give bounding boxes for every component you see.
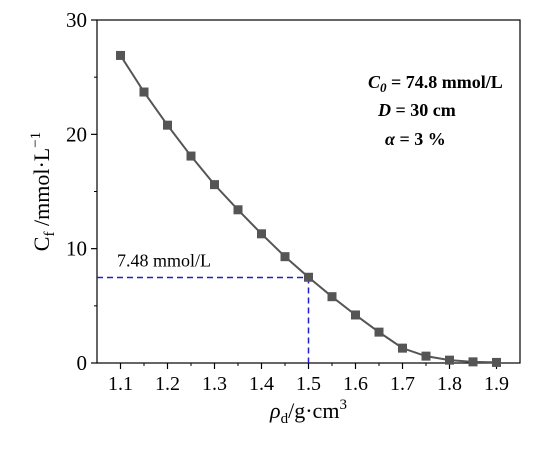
- y-axis-label: Cf /mmol·L−1: [28, 132, 58, 251]
- data-point: [327, 292, 337, 302]
- axis-labels: ρd/g·cm3 Cf /mmol·L−1: [28, 132, 347, 427]
- x-tick-label: 1.7: [390, 373, 415, 395]
- data-point: [374, 327, 384, 337]
- annotation-text: α = 3 %: [385, 129, 446, 149]
- y-tick-label: 0: [77, 351, 88, 375]
- data-point: [492, 357, 501, 367]
- annotations: C0 = 74.8 mmol/L D = 30 cm α = 3 %: [368, 72, 503, 149]
- x-tick-label: 1.4: [249, 373, 274, 395]
- data-point: [186, 151, 196, 161]
- axes: 1.1 1.2 1.3 1.4 1.5 1.6 1.7 1.8 1.9 0 10 20 30: [66, 8, 521, 395]
- data-point: [421, 351, 431, 361]
- x-tick-label: 1.6: [343, 373, 368, 395]
- data-point: [445, 355, 454, 365]
- data-point: [116, 50, 125, 60]
- data-point: [351, 310, 360, 320]
- data-point: [280, 252, 290, 262]
- data-point: [257, 229, 266, 239]
- reference-lines: 7.48 mmol/L: [97, 250, 310, 363]
- series-group: [116, 50, 501, 367]
- reference-label: 7.48 mmol/L: [117, 250, 211, 270]
- y-tick-label: 20: [66, 122, 87, 146]
- x-tick-label: 1.1: [108, 373, 133, 395]
- annotation-text: D = 30 cm: [377, 100, 456, 120]
- data-point: [398, 343, 407, 353]
- x-tick-label: 1.5: [296, 373, 321, 395]
- data-point: [233, 205, 243, 215]
- data-point: [304, 272, 313, 282]
- x-tick-label: 1.8: [437, 373, 462, 395]
- annotation-text: C0 = 74.8 mmol/L: [368, 72, 503, 95]
- x-tick-label: 1.2: [155, 373, 180, 395]
- x-tick-label: 1.9: [484, 373, 509, 395]
- y-tick-label: 30: [66, 8, 87, 32]
- x-tick-label: 1.3: [202, 373, 227, 395]
- data-point: [163, 120, 172, 130]
- data-point: [139, 87, 149, 97]
- y-tick-label: 10: [66, 237, 87, 261]
- data-point: [468, 357, 478, 367]
- x-axis-label: ρd/g·cm3: [269, 397, 347, 427]
- data-point: [210, 180, 219, 190]
